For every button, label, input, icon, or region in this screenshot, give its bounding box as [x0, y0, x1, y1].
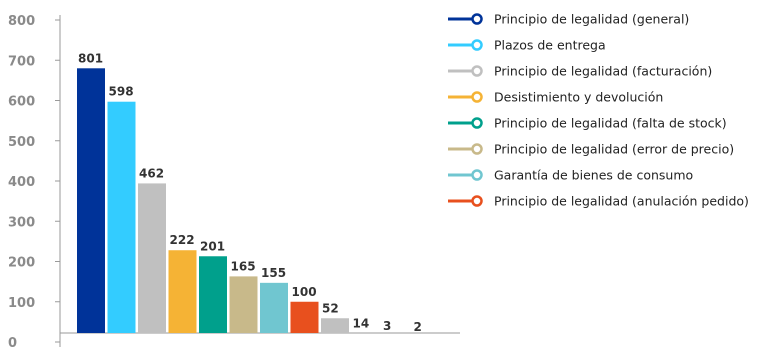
legend-circle-marker — [471, 39, 483, 51]
legend-label: Plazos de entrega — [494, 38, 606, 53]
legend-item: Garantía de bienes de consumo — [448, 168, 693, 183]
bar — [290, 301, 319, 333]
y-tick-label: 400 — [8, 175, 35, 190]
data-label: 598 — [109, 85, 134, 99]
data-label: 52 — [322, 301, 339, 315]
bar — [168, 250, 197, 333]
bar — [77, 68, 105, 334]
legend-label: Desistimiento y devolución — [494, 90, 663, 105]
legend-label: Principio de legalidad (general) — [494, 12, 689, 27]
bars: 801 598 462 222 201 165 155 100 52 14 3 2 — [77, 51, 422, 334]
legend-item: Principio de legalidad (anulación pedido… — [448, 194, 749, 209]
y-tick-label: 500 — [8, 135, 35, 150]
bar — [260, 282, 288, 333]
legend-label: Garantía de bienes de consumo — [494, 168, 693, 183]
y-tick-label: 800 — [8, 14, 35, 29]
bar — [138, 183, 166, 333]
legend-label: Principio de legalidad (anulación pedido… — [494, 194, 749, 209]
data-label: 3 — [383, 319, 391, 333]
data-label: 801 — [78, 51, 103, 65]
y-tick-label: 300 — [8, 215, 35, 230]
data-label: 462 — [139, 166, 164, 180]
legend-label: Principio de legalidad (falta de stock) — [494, 116, 727, 131]
legend-item: Principio de legalidad (facturación) — [448, 64, 712, 79]
legend-item: Principio de legalidad (falta de stock) — [448, 116, 727, 131]
legend-label: Principio de legalidad (facturación) — [494, 64, 712, 79]
legend-circle-marker — [471, 65, 483, 77]
bar — [107, 101, 136, 334]
legend-item: Desistimiento y devolución — [448, 90, 663, 105]
legend-label: Principio de legalidad (error de precio) — [494, 142, 734, 157]
legend-circle-marker — [471, 91, 483, 103]
y-tick-label: 200 — [8, 256, 35, 271]
y-tick-label: 100 — [8, 296, 35, 311]
bar — [229, 276, 258, 333]
data-label: 14 — [353, 317, 370, 331]
y-tick-label: 700 — [8, 54, 35, 69]
legend: Principio de legalidad (general) Plazos d… — [448, 12, 749, 209]
data-label: 155 — [261, 266, 286, 280]
bar — [199, 256, 227, 333]
data-label: 222 — [170, 233, 195, 247]
legend-item: Principio de legalidad (error de precio) — [448, 142, 734, 157]
y-tick-label: 0 — [8, 336, 17, 347]
data-label: 2 — [414, 320, 422, 334]
data-label: 165 — [231, 259, 256, 273]
legend-circle-marker — [471, 13, 483, 25]
axes: 0 100 200 300 400 500 600 700 800 — [8, 14, 460, 347]
legend-item: Principio de legalidad (general) — [448, 12, 689, 27]
legend-circle-marker — [471, 195, 483, 207]
legend-item: Plazos de entrega — [448, 38, 606, 53]
data-label: 201 — [200, 239, 225, 253]
data-label: 100 — [292, 285, 317, 299]
legend-circle-marker — [471, 117, 483, 129]
legend-circle-marker — [471, 143, 483, 155]
bar — [321, 318, 349, 333]
y-tick-label: 600 — [8, 95, 35, 110]
legend-circle-marker — [471, 169, 483, 181]
